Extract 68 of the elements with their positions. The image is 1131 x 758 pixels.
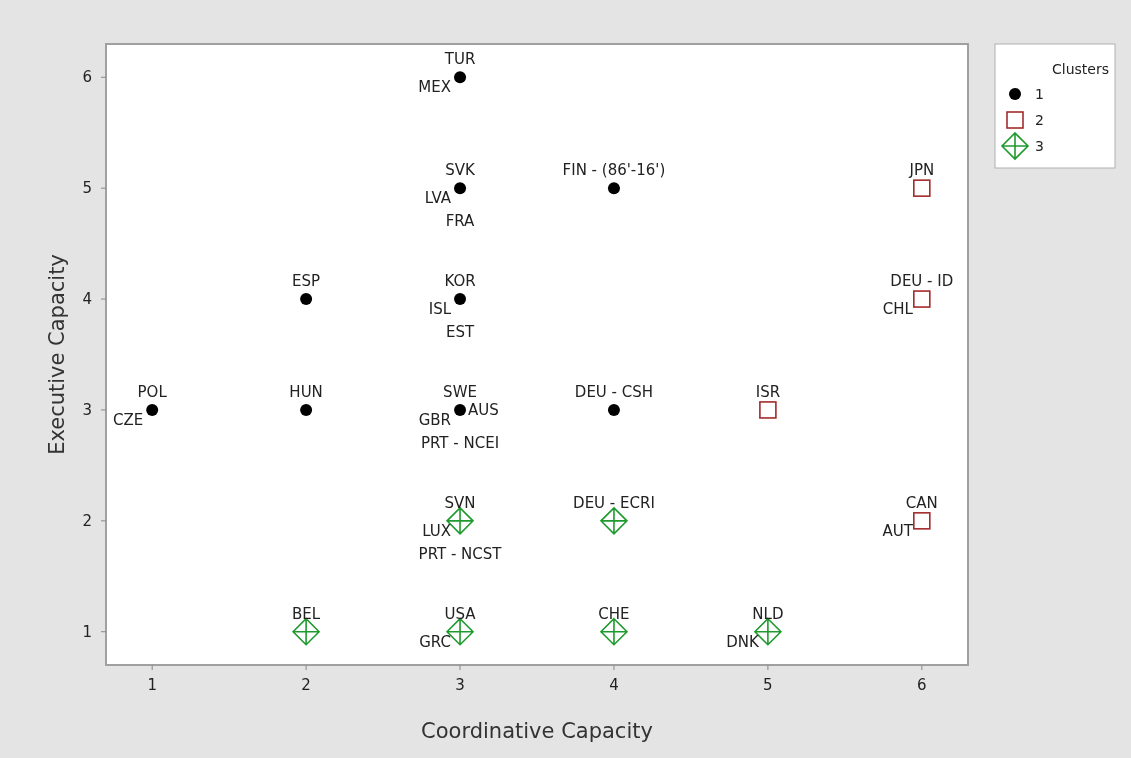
x-tick-label: 1 <box>147 676 157 694</box>
point <box>454 403 467 416</box>
y-tick-label: 2 <box>82 511 92 530</box>
point <box>300 293 313 306</box>
annotation: EST <box>445 323 475 342</box>
point <box>600 507 628 535</box>
y-tick-label: 4 <box>82 290 92 309</box>
annotation: POL <box>137 382 168 401</box>
y-tick-label: 1 <box>82 622 92 641</box>
point <box>600 617 628 646</box>
annotation: ISL <box>428 300 452 319</box>
point <box>607 182 620 195</box>
legend-title: Clusters <box>1052 61 1109 77</box>
point <box>454 182 467 195</box>
annotation: AUT <box>882 521 914 540</box>
annotation: TUR <box>443 50 476 69</box>
annotation: CZE <box>112 410 144 429</box>
annotation: MEX <box>418 78 452 97</box>
y-tick-label: 5 <box>82 179 92 198</box>
annotation: PRT - NCST <box>418 544 503 563</box>
point <box>607 403 620 416</box>
point <box>454 71 467 84</box>
annotation: KOR <box>444 272 476 291</box>
annotation: CAN <box>905 493 938 512</box>
annotation: LVA <box>424 189 452 208</box>
legend-label: 2 <box>1035 112 1044 128</box>
annotation: SWE <box>443 382 477 401</box>
annotation: HUN <box>289 382 323 401</box>
point <box>454 293 467 306</box>
annotation: LUX <box>422 521 452 540</box>
annotation: CHE <box>598 604 630 623</box>
annotation: CHL <box>882 300 914 319</box>
legend-label: 1 <box>1035 86 1044 102</box>
y-axis-title: Executive Capacity <box>45 254 69 455</box>
point <box>759 401 777 419</box>
annotation: GBR <box>418 410 452 429</box>
annotation: USA <box>444 604 477 623</box>
annotation: DEU - ID <box>890 272 954 291</box>
annotation: BEL <box>292 604 321 623</box>
annotation: AUS <box>468 400 499 419</box>
annotation: PRT - NCEI <box>420 433 500 452</box>
x-tick-label: 5 <box>763 676 773 694</box>
annotation: ISR <box>755 382 781 401</box>
point <box>146 403 159 416</box>
x-axis-title: Coordinative Capacity <box>421 719 653 743</box>
annotation: ESP <box>292 272 321 291</box>
annotation: DNK <box>726 632 761 651</box>
x-tick-label: 4 <box>609 676 619 694</box>
x-tick-label: 3 <box>455 676 465 694</box>
y-tick-label: 3 <box>82 400 92 419</box>
point <box>913 512 931 530</box>
point <box>292 617 320 646</box>
annotation: DEU - ECRI <box>573 493 655 512</box>
annotation: DEU - CSH <box>574 382 654 401</box>
x-tick-label: 2 <box>301 676 311 694</box>
point <box>913 179 931 197</box>
x-tick-label: 6 <box>917 676 927 694</box>
annotation: SVN <box>444 493 476 512</box>
point <box>300 403 313 416</box>
legend-label: 3 <box>1035 138 1044 154</box>
point <box>913 290 931 308</box>
annotation: NLD <box>752 604 784 623</box>
annotation: JPN <box>908 161 935 180</box>
annotation: GRC <box>419 632 452 651</box>
annotation: FRA <box>445 212 476 231</box>
annotation: SVK <box>445 161 477 180</box>
y-tick-label: 6 <box>82 68 92 87</box>
annotation: FIN - (86'-16') <box>562 161 666 180</box>
